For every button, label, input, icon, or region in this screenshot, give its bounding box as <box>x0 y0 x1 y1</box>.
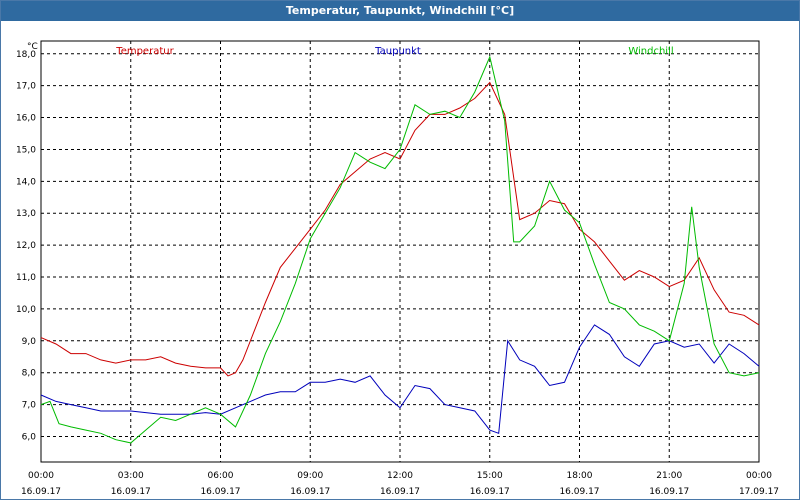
y-axis-ticks: 6,0 7,0 8,0 9,0 10,0 11,0 12,0 13,0 14,0 15,0 16,0… <box>16 50 36 443</box>
x-tick-time: 21:00 <box>656 471 682 481</box>
x-tick-date: 16.09.17 <box>649 487 689 497</box>
x-tick-date: 16.09.17 <box>111 487 151 497</box>
x-tick-time: 00:00 <box>746 471 772 481</box>
y-tick-label: 14,0 <box>16 177 36 187</box>
grid-lines <box>41 41 759 462</box>
x-tick-date: 16.09.17 <box>290 487 330 497</box>
x-tick-date: 16.09.17 <box>200 487 240 497</box>
y-tick-label: 12,0 <box>16 241 36 251</box>
series-line-windchill <box>40 55 760 444</box>
y-tick-label: 17,0 <box>16 82 36 92</box>
x-tick-time: 09:00 <box>297 471 323 481</box>
y-axis-unit: °C <box>27 42 38 52</box>
x-axis-ticks: 00:00 16.09.17 03:00 16.09.17 06:00 16.09.17 0… <box>21 471 779 497</box>
legend-entry-taupunkt: Taupunkt <box>374 46 421 57</box>
y-tick-label: 18,0 <box>16 50 36 60</box>
x-tick-date: 17.09.17 <box>739 487 779 497</box>
y-tick-label: 9,0 <box>22 337 37 347</box>
window-title: Temperatur, Taupunkt, Windchill [°C] <box>1 1 799 21</box>
x-tick-time: 00:00 <box>28 471 54 481</box>
temperature-chart: 6,0 7,0 8,0 9,0 10,0 11,0 12,0 13,0 14,0 15,0 16,0… <box>16 40 779 497</box>
y-tick-label: 13,0 <box>16 209 36 219</box>
y-tick-label: 10,0 <box>16 305 36 315</box>
x-tick-time: 18:00 <box>567 471 593 481</box>
y-tick-label: 11,0 <box>16 273 36 283</box>
x-tick-time: 12:00 <box>387 471 413 481</box>
legend-entry-windchill: Windchill <box>628 46 673 57</box>
legend-entry-temperatur: Temperatur <box>115 46 174 57</box>
y-tick-label: 8,0 <box>22 369 37 379</box>
x-tick-date: 16.09.17 <box>21 487 61 497</box>
y-tick-label: 6,0 <box>22 432 37 442</box>
x-tick-time: 15:00 <box>477 471 503 481</box>
x-tick-date: 16.09.17 <box>380 487 420 497</box>
y-tick-label: 7,0 <box>22 401 37 411</box>
x-tick-time: 06:00 <box>208 471 234 481</box>
legend: Temperatur Taupunkt Windchill <box>115 46 673 57</box>
series-line-temperatur <box>40 81 760 377</box>
y-tick-label: 16,0 <box>16 114 36 124</box>
y-tick-label: 15,0 <box>16 145 36 155</box>
x-tick-time: 03:00 <box>118 471 144 481</box>
series-line-taupunkt <box>40 324 760 434</box>
series-lines <box>40 55 760 444</box>
x-tick-date: 16.09.17 <box>470 487 510 497</box>
x-tick-date: 16.09.17 <box>559 487 599 497</box>
